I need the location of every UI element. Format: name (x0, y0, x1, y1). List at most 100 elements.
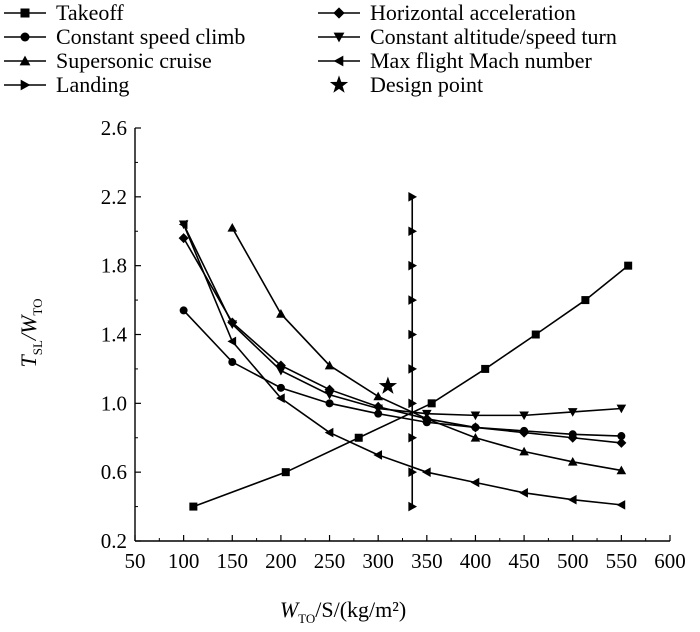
data-point-takeoff (354, 433, 363, 442)
data-point-landing (408, 364, 418, 374)
data-point-constant-altitude-speed-turn (227, 320, 238, 329)
y-tick-label: 2.6 (101, 116, 127, 140)
legend-marker-landing (20, 79, 31, 91)
x-tick-label: 150 (217, 549, 249, 573)
data-point-takeoff (189, 502, 198, 511)
data-point-constant-altitude-speed-turn (519, 411, 529, 421)
data-point-constant-speed-climb (276, 383, 285, 392)
y-tick-label: 1.0 (101, 391, 127, 415)
x-tick-label: 400 (460, 549, 492, 573)
series-line-takeoff (193, 265, 629, 508)
data-point-landing (408, 295, 418, 305)
data-point-constant-speed-climb (228, 358, 237, 367)
data-point-horizontal-acceleration (421, 413, 432, 424)
data-point-max-flight-mach-number (227, 336, 237, 347)
data-point-supersonic-cruise (276, 309, 286, 318)
data-point-takeoff (281, 468, 290, 477)
legend-label: Landing (56, 72, 129, 97)
y-axis-label: TSL/WTO (16, 299, 45, 368)
data-point-landing (408, 501, 418, 512)
legend-marker-max-flight-mach-number (333, 55, 344, 67)
data-point-takeoff (531, 330, 540, 339)
series-line-horizontal-acceleration (182, 237, 622, 444)
legend-item-landing: Landing (4, 72, 129, 97)
legend-item-supersonic-cruise: Supersonic cruise (4, 48, 212, 73)
x-tick-label: 100 (168, 549, 200, 573)
data-point-design-point (378, 376, 398, 394)
legend-item-design-point: Design point (329, 72, 483, 97)
legend-label: Takeoff (56, 0, 124, 25)
data-point-takeoff (427, 399, 436, 408)
data-point-landing (408, 192, 418, 202)
series-landing (408, 192, 418, 512)
series-takeoff (189, 261, 633, 511)
data-point-constant-altitude-speed-turn (616, 404, 627, 414)
data-point-landing (408, 467, 418, 477)
data-point-max-flight-mach-number (616, 500, 626, 510)
plot-area (178, 192, 633, 512)
x-tick-label: 450 (508, 549, 540, 573)
data-point-takeoff (481, 364, 490, 373)
data-point-constant-altitude-speed-turn (373, 404, 383, 414)
data-point-constant-altitude-speed-turn (276, 366, 286, 376)
series-line-constant-altitude-speed-turn (182, 224, 622, 417)
data-point-horizontal-acceleration (616, 437, 627, 448)
data-point-max-flight-mach-number (178, 219, 188, 230)
legend-marker-constant-altitude-speed-turn (333, 32, 345, 43)
x-tick-label: 600 (654, 549, 686, 573)
series-design-point (378, 376, 398, 394)
series-constant-speed-climb (179, 306, 626, 441)
series-line-constant-speed-climb (183, 309, 622, 437)
legend-marker-constant-speed-climb (20, 32, 30, 42)
data-point-supersonic-cruise (373, 391, 383, 401)
data-point-max-flight-mach-number (470, 477, 480, 488)
legend-label: Max flight Mach number (370, 48, 592, 73)
y-tick-label: 1.8 (101, 254, 127, 278)
data-point-max-flight-mach-number (324, 427, 334, 438)
data-point-constant-speed-climb (374, 409, 383, 418)
data-point-constant-speed-climb (179, 306, 188, 315)
data-point-takeoff (624, 261, 633, 270)
data-point-max-flight-mach-number (567, 494, 577, 505)
data-point-constant-altitude-speed-turn (422, 409, 432, 419)
series-line-max-flight-mach-number (182, 224, 622, 506)
data-point-supersonic-cruise (567, 457, 578, 466)
legend-label: Design point (370, 72, 483, 97)
data-point-landing (408, 329, 418, 340)
legend-item-constant-altitude-speed-turn: Constant altitude/speed turn (318, 24, 617, 49)
data-point-supersonic-cruise (470, 432, 481, 442)
data-point-takeoff (581, 296, 590, 305)
x-tick-label: 500 (557, 549, 589, 573)
data-point-max-flight-mach-number (276, 393, 285, 403)
series-max-flight-mach-number (178, 219, 626, 510)
data-point-max-flight-mach-number (422, 467, 431, 477)
legend-item-takeoff: Takeoff (4, 0, 124, 25)
data-point-constant-altitude-speed-turn (324, 390, 335, 400)
x-tick-label: 250 (314, 549, 346, 573)
data-point-max-flight-mach-number (519, 488, 528, 498)
y-tick-label: 0.2 (101, 529, 127, 553)
x-tick-label: 300 (362, 549, 394, 573)
data-point-landing (408, 226, 418, 237)
y-tick-label: 2.2 (101, 185, 127, 209)
data-point-constant-altitude-speed-turn (567, 408, 578, 417)
legend-label: Supersonic cruise (56, 48, 212, 73)
legend-item-horizontal-acceleration: Horizontal acceleration (318, 0, 576, 25)
data-point-max-flight-mach-number (373, 450, 383, 460)
x-axis-label: WTO/S/(kg/m²) (280, 597, 406, 626)
data-point-landing (408, 398, 418, 409)
data-point-constant-altitude-speed-turn (470, 411, 481, 421)
data-point-horizontal-acceleration (519, 427, 530, 438)
data-point-supersonic-cruise (324, 360, 335, 370)
x-tick-label: 200 (265, 549, 297, 573)
legend-marker-supersonic-cruise (19, 55, 31, 66)
legend-marker-horizontal-acceleration (333, 7, 345, 19)
data-point-horizontal-acceleration (567, 432, 578, 443)
data-point-supersonic-cruise (227, 223, 238, 232)
legend-item-max-flight-mach-number: Max flight Mach number (318, 48, 592, 73)
data-point-constant-speed-climb (325, 399, 334, 408)
legend-label: Horizontal acceleration (370, 0, 576, 25)
legend-label: Constant speed climb (56, 24, 245, 49)
